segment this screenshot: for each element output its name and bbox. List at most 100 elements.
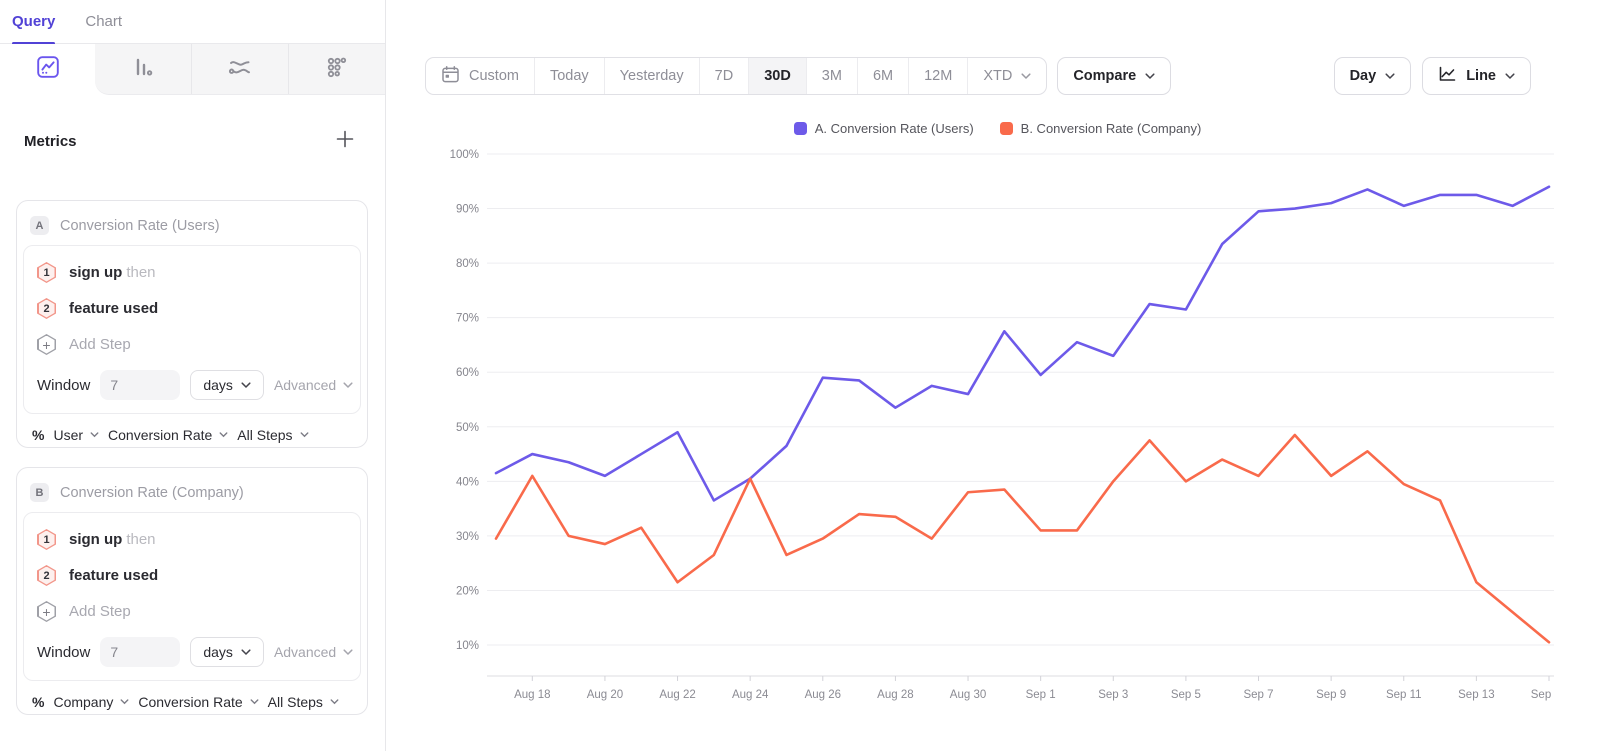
tab-chart[interactable]: Chart — [85, 0, 122, 43]
date-range-segmented-control: Custom Today Yesterday 7D 30D 3M 6M 12M … — [425, 57, 1048, 95]
add-step-label: Add Step — [69, 603, 131, 620]
window-unit-dropdown[interactable]: days — [190, 370, 264, 400]
advanced-label: Advanced — [273, 644, 337, 660]
metric-badge: B — [30, 483, 49, 502]
svg-text:20%: 20% — [456, 585, 479, 597]
interval-dropdown[interactable]: Day — [1333, 57, 1412, 95]
display-toolbar: Day Line — [1333, 57, 1531, 95]
chevron-down-icon — [1505, 72, 1515, 79]
add-metric-button[interactable] — [335, 129, 355, 154]
svg-text:80%: 80% — [456, 258, 479, 270]
measurement-row: % User Conversion Rate All Steps — [23, 414, 361, 449]
add-step-label: Add Step — [69, 336, 131, 353]
window-unit-label: days — [203, 377, 233, 393]
calendar-icon — [441, 65, 460, 88]
step-event-label[interactable]: sign up — [69, 530, 123, 548]
metric-title[interactable]: Conversion Rate (Users) — [60, 217, 220, 234]
step-number-badge: 2 — [37, 298, 56, 319]
line-style-icon — [1438, 65, 1457, 87]
svg-text:100%: 100% — [450, 149, 479, 161]
svg-text:Sep 9: Sep 9 — [1316, 689, 1346, 701]
range-12m[interactable]: 12M — [908, 58, 967, 94]
chart-type-line-tab[interactable] — [0, 44, 95, 95]
percent-icon: % — [32, 694, 45, 710]
svg-text:Aug 22: Aug 22 — [659, 689, 695, 701]
legend-item-b[interactable]: B. Conversion Rate (Company) — [999, 121, 1202, 136]
metric-badge: A — [30, 216, 49, 235]
step-event-label[interactable]: feature used — [69, 567, 159, 584]
svg-text:90%: 90% — [456, 204, 479, 216]
svg-text:60%: 60% — [456, 367, 479, 379]
entity-dropdown[interactable]: User — [53, 427, 99, 443]
legend-item-a[interactable]: A. Conversion Rate (Users) — [793, 121, 974, 136]
window-label: Window — [37, 376, 91, 394]
svg-text:Sep 3: Sep 3 — [1098, 689, 1128, 701]
steps-scope-dropdown[interactable]: All Steps — [268, 694, 339, 710]
svg-text:40%: 40% — [456, 476, 479, 488]
svg-text:Aug 26: Aug 26 — [805, 689, 841, 701]
chart-type-flows-tab[interactable] — [191, 44, 288, 94]
metrics-header: Metrics — [0, 129, 385, 154]
window-row: Window days Advanced — [37, 637, 353, 667]
range-xtd-dropdown[interactable]: XTD — [967, 58, 1046, 94]
add-step-icon: + — [37, 334, 56, 355]
range-7d[interactable]: 7D — [698, 58, 749, 94]
chevron-down-icon — [90, 432, 99, 438]
chevron-down-icon — [1021, 72, 1031, 79]
chevron-down-icon — [1145, 72, 1155, 79]
bar-chart-icon — [131, 55, 155, 84]
svg-text:Sep 13: Sep 13 — [1458, 689, 1494, 701]
entity-dropdown[interactable]: Company — [53, 694, 129, 710]
steps-box: 1 sign up then 2 feature used + Add Step … — [23, 245, 361, 414]
chart-style-dropdown[interactable]: Line — [1422, 57, 1531, 95]
svg-text:Sep 1: Sep 1 — [1026, 689, 1056, 701]
range-30d[interactable]: 30D — [748, 58, 806, 94]
advanced-label: Advanced — [273, 377, 337, 393]
step-row-1[interactable]: 1 sign up then — [37, 529, 349, 550]
svg-text:30%: 30% — [456, 531, 479, 543]
advanced-dropdown[interactable]: Advanced — [274, 644, 355, 660]
step-number-badge: 2 — [37, 565, 56, 586]
steps-scope-dropdown[interactable]: All Steps — [237, 427, 308, 443]
steps-box: 1 sign up then 2 feature used + Add Step … — [23, 512, 361, 681]
add-step-button[interactable]: + Add Step — [37, 601, 349, 622]
step-event-label[interactable]: feature used — [69, 300, 159, 317]
chevron-down-icon — [330, 699, 339, 705]
chart-type-options — [95, 44, 385, 95]
legend-label-a: A. Conversion Rate (Users) — [814, 121, 974, 136]
legend-label-b: B. Conversion Rate (Company) — [1020, 121, 1202, 136]
panel-tabs: Query Chart — [0, 0, 385, 45]
range-3m[interactable]: 3M — [805, 58, 857, 94]
step-event-label[interactable]: sign up — [69, 263, 123, 281]
range-6m[interactable]: 6M — [856, 58, 908, 94]
conversion-line-chart[interactable]: 10% 20% 30% 40% 50% 60% 70% 80% 90% 100% Aug 18 Aug… — [441, 140, 1554, 720]
svg-text:Sep 11: Sep 11 — [1386, 689, 1422, 701]
flows-icon — [227, 55, 253, 84]
step-row-2[interactable]: 2 feature used — [37, 298, 349, 319]
metric-card-header: B Conversion Rate (Company) — [23, 474, 361, 512]
step-number-badge: 1 — [37, 529, 56, 550]
window-unit-dropdown[interactable]: days — [190, 637, 264, 667]
measure-dropdown[interactable]: Conversion Rate — [108, 427, 228, 443]
chart-type-cohorts-tab[interactable] — [288, 44, 385, 94]
query-panel: Query Chart — [0, 0, 386, 751]
range-today[interactable]: Today — [533, 58, 604, 94]
compare-button[interactable]: Compare — [1057, 57, 1172, 95]
add-step-button[interactable]: + Add Step — [37, 334, 349, 355]
chart-type-bar-tab[interactable] — [95, 44, 191, 94]
chevron-down-icon — [343, 648, 353, 655]
legend-swatch-b — [999, 122, 1013, 135]
window-input[interactable] — [100, 370, 181, 400]
chart-legend: A. Conversion Rate (Users) B. Conversion… — [441, 121, 1554, 136]
step-row-2[interactable]: 2 feature used — [37, 565, 349, 586]
tab-query[interactable]: Query — [12, 0, 56, 45]
range-yesterday[interactable]: Yesterday — [603, 58, 699, 94]
compare-label: Compare — [1073, 68, 1137, 84]
window-input[interactable] — [100, 637, 181, 667]
measure-dropdown[interactable]: Conversion Rate — [138, 694, 259, 710]
svg-text:Aug 30: Aug 30 — [950, 689, 986, 701]
metric-title[interactable]: Conversion Rate (Company) — [60, 484, 244, 501]
advanced-dropdown[interactable]: Advanced — [274, 377, 355, 393]
range-custom[interactable]: Custom — [426, 58, 534, 94]
step-row-1[interactable]: 1 sign up then — [37, 262, 349, 283]
